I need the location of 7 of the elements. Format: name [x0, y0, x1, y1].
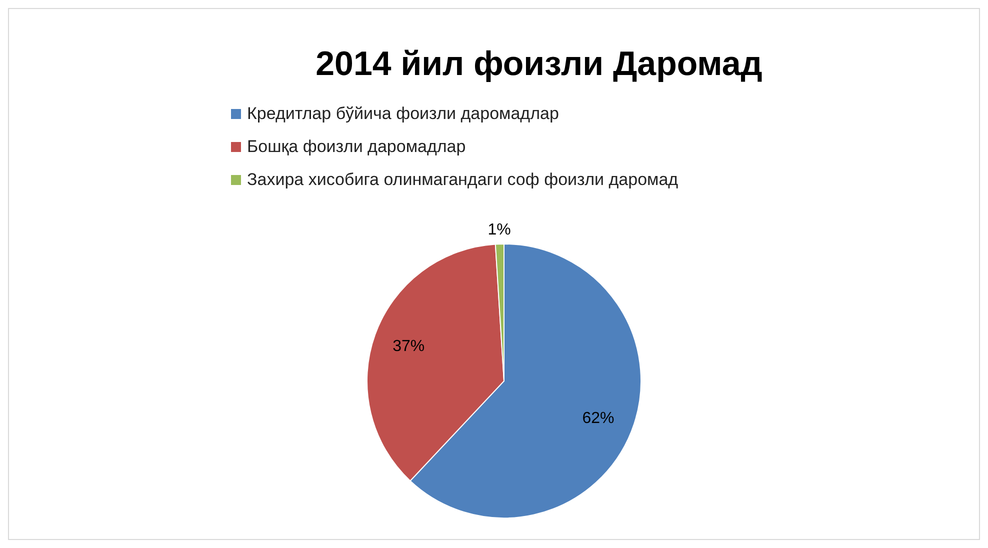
- data-label: 1%: [488, 222, 511, 239]
- legend-label: Захира хисобига олинмагандаги соф фоизли даромад: [247, 169, 678, 191]
- data-label: 37%: [392, 338, 425, 356]
- legend-label: Бошқа фоизли даромадлар: [247, 136, 466, 158]
- legend-label: Кредитлар бўйича фоизли даромадлар: [247, 103, 559, 125]
- data-label: 62%: [582, 410, 614, 427]
- chart-title: 2014 йил фоизли Даромад: [314, 45, 764, 84]
